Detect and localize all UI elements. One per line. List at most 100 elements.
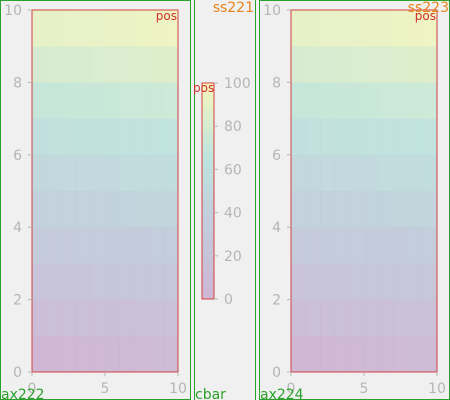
heatmap-cell-0-0-2 <box>61 335 77 373</box>
heatmap-cell-2-1-7 <box>393 299 409 337</box>
heatmap-cell-0-9-8 <box>148 10 164 47</box>
colorbar-segment <box>202 158 214 162</box>
colorbar-segment <box>202 240 214 244</box>
heatmap-cell-0-2-6 <box>119 263 135 300</box>
heatmap-cell-0-4-4 <box>90 191 106 228</box>
colorbar-tick-label: 80 <box>224 119 242 135</box>
colorbar-segment <box>202 245 214 248</box>
heatmap-cell-0-0-0 <box>32 335 47 373</box>
colorbar-segment <box>202 242 214 246</box>
x-tick-label: 5 <box>101 381 110 397</box>
colorbar-segment <box>202 266 214 270</box>
heatmap-cell-2-5-5 <box>364 154 379 192</box>
heatmap-cell-2-4-0 <box>291 191 306 228</box>
heatmap-cell-0-3-0 <box>32 227 47 264</box>
heatmap-cell-0-5-2 <box>61 154 77 192</box>
heatmap-cell-2-7-5 <box>364 82 379 119</box>
heatmap-cell-2-4-5 <box>364 191 379 228</box>
heatmap-cell-2-0-0 <box>291 335 306 373</box>
heatmap-cell-2-0-9 <box>422 335 438 373</box>
heatmap-cell-0-7-2 <box>61 82 77 119</box>
colorbar-segment <box>202 234 214 237</box>
heatmap-cell-0-5-9 <box>163 154 179 192</box>
heatmap-cell-0-2-7 <box>134 263 150 300</box>
heatmap-cell-0-9-4 <box>90 10 106 47</box>
heatmap-cell-0-3-4 <box>90 227 106 264</box>
heatmap-cell-2-3-5 <box>364 227 379 264</box>
pos-label-ax222: pos <box>156 9 177 23</box>
colorbar-segment <box>202 128 214 131</box>
colorbar-segment <box>202 143 214 147</box>
colorbar-segment <box>202 236 214 239</box>
heatmap-cell-0-9-5 <box>105 10 120 47</box>
heatmap-cell-2-2-8 <box>407 263 423 300</box>
colorbar-segment <box>202 296 214 300</box>
y-tick-label: 8 <box>272 75 281 91</box>
heatmap-cell-0-3-7 <box>134 227 150 264</box>
heatmap-cell-0-1-5 <box>105 299 120 337</box>
colorbar-segment <box>202 165 214 168</box>
colorbar-segment <box>202 188 214 192</box>
heatmap-cell-0-2-4 <box>90 263 106 300</box>
heatmap-cell-2-9-2 <box>320 10 336 47</box>
heatmap-cell-2-2-0 <box>291 263 306 300</box>
heatmap-cell-2-1-2 <box>320 299 336 337</box>
colorbar-segment <box>202 117 214 121</box>
heatmap-cell-0-7-8 <box>148 82 164 119</box>
colorbar-segment <box>202 119 214 123</box>
colorbar-segment <box>202 160 214 164</box>
colorbar-segment <box>202 89 214 93</box>
y-tick-label: 0 <box>272 365 281 381</box>
y-tick-label: 2 <box>13 293 22 309</box>
colorbar-segment <box>202 145 214 149</box>
heatmap-cell-2-0-7 <box>393 335 409 373</box>
heatmap-cell-2-9-1 <box>305 10 321 47</box>
subplotspec-label-ss221: ss221 <box>213 0 254 16</box>
heatmap-cell-0-4-5 <box>105 191 120 228</box>
heatmap-cell-0-8-4 <box>90 46 106 83</box>
heatmap-cell-2-1-3 <box>334 299 350 337</box>
colorbar-segment <box>202 275 214 278</box>
heatmap-cell-2-2-5 <box>364 263 379 300</box>
colorbar-segment <box>202 83 214 86</box>
y-tick-label: 0 <box>13 365 22 381</box>
colorbar-segment <box>202 102 214 105</box>
heatmap-cell-0-1-0 <box>32 299 47 337</box>
heatmap-cell-2-1-8 <box>407 299 423 337</box>
heatmap-cell-2-1-1 <box>305 299 321 337</box>
heatmap-cell-0-7-1 <box>46 82 62 119</box>
colorbar-segment <box>202 286 214 289</box>
heatmap-cell-2-1-9 <box>422 299 438 337</box>
axes-label-ax224: ax224 <box>260 387 304 400</box>
heatmap-cell-2-2-1 <box>305 263 321 300</box>
colorbar-segment <box>202 154 214 157</box>
y-tick-label: 6 <box>13 148 22 164</box>
heatmap-cell-0-1-2 <box>61 299 77 337</box>
colorbar-segment <box>202 264 214 267</box>
heatmap-cell-0-9-9 <box>163 10 179 47</box>
colorbar-segment <box>202 270 214 274</box>
colorbar-segment <box>202 255 214 259</box>
heatmap-cell-0-2-9 <box>163 263 179 300</box>
heatmap-cell-2-0-6 <box>378 335 394 373</box>
heatmap-cell-2-0-4 <box>349 335 365 373</box>
heatmap-cell-0-8-0 <box>32 46 47 83</box>
heatmap-cell-0-4-0 <box>32 191 47 228</box>
heatmap-cell-2-2-2 <box>320 263 336 300</box>
heatmap-cell-0-6-7 <box>134 118 150 156</box>
heatmap-cell-0-8-1 <box>46 46 62 83</box>
colorbar-segment <box>202 139 214 142</box>
colorbar-segment <box>202 149 214 153</box>
heatmap-cell-0-1-4 <box>90 299 106 337</box>
colorbar-segment <box>202 95 214 99</box>
heatmap-cell-0-0-4 <box>90 335 106 373</box>
heatmap-cell-2-7-0 <box>291 82 306 119</box>
heatmap-cell-2-6-3 <box>334 118 350 156</box>
colorbar-segment <box>202 173 214 177</box>
heatmap-cell-2-7-9 <box>422 82 438 119</box>
colorbar-segment <box>202 210 214 213</box>
heatmap-cell-2-9-4 <box>349 10 365 47</box>
colorbar-segment <box>202 277 214 280</box>
heatmap-cell-0-8-6 <box>119 46 135 83</box>
colorbar-tick-label: 100 <box>224 76 251 92</box>
